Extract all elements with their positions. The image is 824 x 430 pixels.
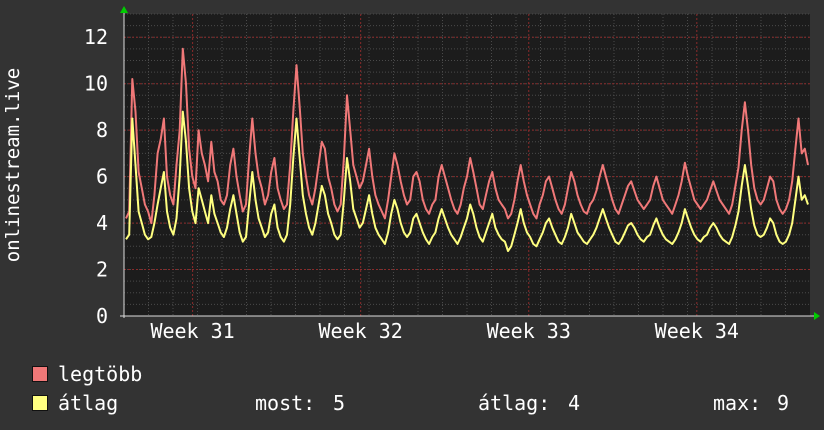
y-tick-label: 8 (96, 118, 108, 142)
axes (120, 6, 820, 320)
x-tick-label: Week 34 (655, 319, 739, 343)
x-tick-label: Week 33 (487, 319, 571, 343)
y-axis-label: onlinestream.live (2, 68, 24, 262)
y-tick-label: 2 (96, 258, 108, 282)
legend-swatch-atlag (32, 395, 48, 411)
stat-max-value: 9 (777, 391, 790, 415)
y-axis-arrow-icon (120, 6, 128, 13)
tick-labels: 0 2 4 6 8 10 12 Week 31 Week 32 Week 33 Week 34 (84, 25, 739, 343)
legend-label-atlag: átlag (58, 391, 119, 415)
y-tick-label: 0 (96, 304, 108, 328)
x-axis-arrow-icon (814, 312, 820, 320)
stat-atlag-label: átlag: (478, 391, 551, 415)
series-line-legtobb (125, 47, 809, 225)
x-tick-label: Week 32 (319, 319, 403, 343)
x-tick-label: Week 31 (150, 319, 234, 343)
legend-label-legtobb: legtöbb (58, 362, 143, 386)
stat-most-label: most: (255, 391, 316, 415)
stat-most-value: 5 (333, 391, 346, 415)
series-layer (125, 47, 809, 252)
legend-swatch-legtobb (32, 366, 48, 382)
y-tick-label: 6 (96, 165, 108, 189)
stat-max-label: max: (713, 391, 762, 415)
y-tick-label: 10 (84, 72, 108, 96)
y-tick-label: 12 (84, 25, 108, 49)
series-line-atlag (125, 110, 809, 252)
y-tick-label: 4 (96, 211, 108, 235)
stat-atlag-value: 4 (568, 391, 581, 415)
